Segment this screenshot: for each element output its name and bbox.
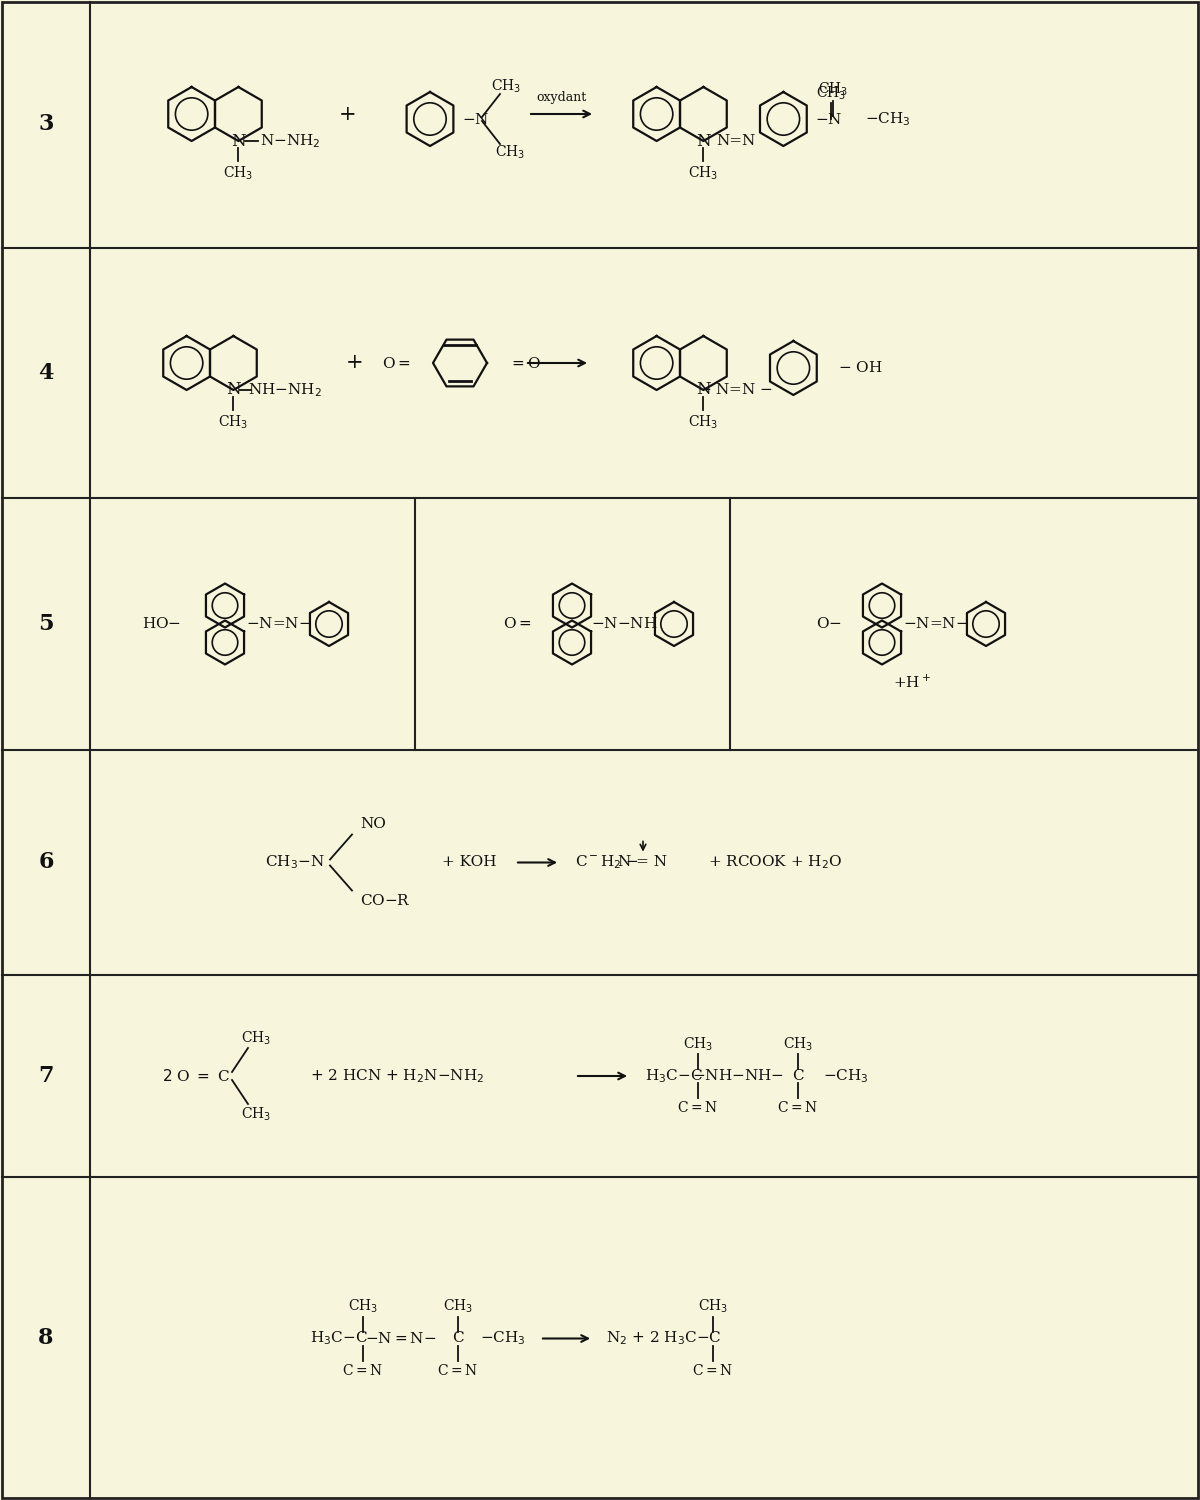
Text: CH$_3$: CH$_3$	[683, 1035, 713, 1053]
Text: 7: 7	[38, 1065, 54, 1088]
Text: CH$_3$: CH$_3$	[818, 81, 848, 98]
Text: HO$-$: HO$-$	[142, 616, 181, 632]
Text: CH$_3$: CH$_3$	[698, 1298, 728, 1316]
Text: CH$_3$$-$N: CH$_3$$-$N	[265, 853, 325, 871]
Text: CH$_3$: CH$_3$	[689, 414, 719, 430]
Text: $+$ 2 HCN $+$ H$_2$N$-$NH$_2$: $+$ 2 HCN $+$ H$_2$N$-$NH$_2$	[310, 1066, 485, 1084]
Text: N=N: N=N	[715, 134, 755, 148]
Text: 8: 8	[38, 1328, 54, 1350]
Text: $-$N: $-$N	[462, 111, 490, 126]
Text: N: N	[696, 132, 710, 150]
Text: N: N	[226, 381, 241, 399]
Text: C$^-$H$_2$ $-$: C$^-$H$_2$ $-$	[575, 853, 640, 871]
Text: CH$_3$: CH$_3$	[241, 1106, 271, 1122]
Text: $-$N: $-$N	[815, 111, 842, 126]
Text: 3: 3	[38, 112, 54, 135]
Text: CH$_3$: CH$_3$	[218, 414, 248, 430]
Text: C$=$N: C$=$N	[692, 1364, 733, 1378]
Text: C$=$N: C$=$N	[778, 1101, 818, 1116]
Text: $-$CH$_3$: $-$CH$_3$	[480, 1329, 526, 1347]
Text: $=$O: $=$O	[509, 356, 541, 370]
Text: + KOH: + KOH	[442, 855, 497, 870]
Text: CH$_3$: CH$_3$	[223, 165, 253, 182]
Text: $-$N$=$N$-$: $-$N$=$N$-$	[365, 1330, 437, 1346]
Text: H$_3$C$-$C: H$_3$C$-$C	[310, 1329, 368, 1347]
Text: CH$_3$: CH$_3$	[494, 144, 526, 160]
Text: CO$-$R: CO$-$R	[360, 892, 410, 908]
Text: 4: 4	[38, 362, 54, 384]
Text: CH$_3$: CH$_3$	[241, 1029, 271, 1047]
Text: 6: 6	[38, 852, 54, 873]
Text: N$-$NH$_2$: N$-$NH$_2$	[260, 132, 320, 150]
Text: C$=$N: C$=$N	[678, 1101, 719, 1116]
Text: $-$NH$-$NH$-$: $-$NH$-$NH$-$	[692, 1068, 784, 1083]
Text: $-$N$-$NH: $-$N$-$NH	[590, 616, 658, 632]
Text: $-$ N=N $-$: $-$ N=N $-$	[698, 382, 773, 398]
Text: CH$_3$: CH$_3$	[491, 78, 521, 94]
Text: O$=$: O$=$	[504, 616, 532, 632]
Text: + RCOOK + H$_2$O: + RCOOK + H$_2$O	[708, 853, 842, 871]
Text: CH$_3$: CH$_3$	[782, 1035, 814, 1053]
Text: oxydant: oxydant	[536, 92, 587, 104]
Text: $2$ O $=$ C: $2$ O $=$ C	[162, 1068, 230, 1084]
Text: N = N: N = N	[618, 855, 667, 870]
Text: +H$^+$: +H$^+$	[893, 674, 931, 690]
Text: CH$_3$: CH$_3$	[689, 165, 719, 182]
Text: $-$CH$_3$: $-$CH$_3$	[865, 110, 911, 128]
Text: +: +	[340, 105, 356, 123]
Text: C: C	[452, 1332, 464, 1346]
Text: NO: NO	[360, 818, 386, 831]
Text: +: +	[346, 354, 364, 372]
Text: NH$-$NH$_2$: NH$-$NH$_2$	[248, 381, 323, 399]
Text: CH$_3$: CH$_3$	[443, 1298, 473, 1316]
Text: CH$_3$: CH$_3$	[348, 1298, 378, 1316]
Text: N: N	[696, 381, 710, 399]
Text: N: N	[232, 132, 246, 150]
Text: N$_2$ $+$ 2 H$_3$C$-$C: N$_2$ $+$ 2 H$_3$C$-$C	[606, 1329, 721, 1347]
Text: H$_3$C$-$C: H$_3$C$-$C	[646, 1066, 703, 1084]
Text: O$=$: O$=$	[383, 356, 410, 370]
Text: $-$N=N$-$: $-$N=N$-$	[246, 616, 312, 632]
Text: 5: 5	[38, 614, 54, 634]
Text: $-$ OH: $-$ OH	[839, 360, 883, 375]
Text: CH$_3$: CH$_3$	[816, 84, 846, 102]
Text: C: C	[792, 1070, 804, 1083]
Text: C$=$N: C$=$N	[342, 1364, 384, 1378]
Text: C$=$N: C$=$N	[438, 1364, 479, 1378]
Text: O$-$: O$-$	[816, 616, 842, 632]
Text: $-$N=N$-$: $-$N=N$-$	[904, 616, 968, 632]
Text: $-$CH$_3$: $-$CH$_3$	[823, 1066, 869, 1084]
